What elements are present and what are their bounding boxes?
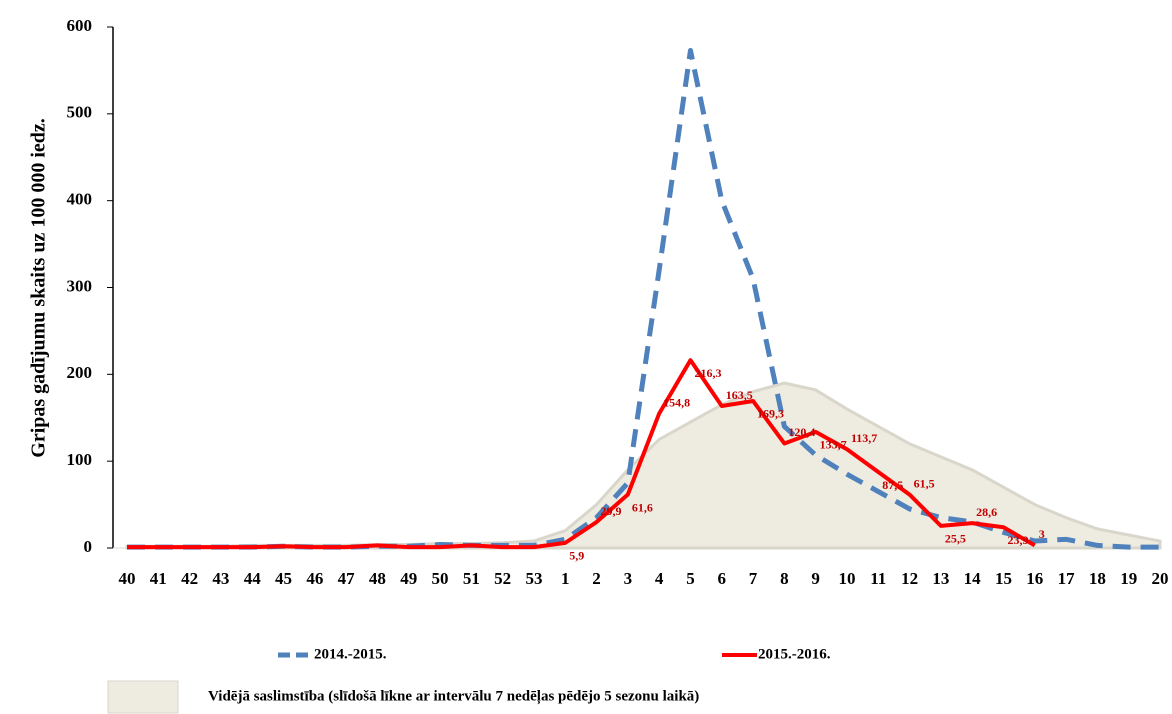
x-tick-label: 46: [306, 569, 323, 588]
value-label: 154,8: [663, 395, 690, 409]
value-label: 23,9: [1007, 533, 1028, 547]
value-label: 87,5: [882, 478, 903, 492]
x-tick-label: 6: [718, 569, 727, 588]
value-label: 25,5: [945, 532, 966, 546]
x-tick-label: 10: [838, 569, 855, 588]
y-tick-label: 400: [67, 190, 93, 209]
x-tick-label: 48: [369, 569, 386, 588]
x-tick-label: 2: [592, 569, 601, 588]
x-tick-label: 49: [400, 569, 417, 588]
x-tick-label: 44: [244, 569, 262, 588]
x-tick-label: 40: [119, 569, 136, 588]
value-label: 169,3: [757, 407, 784, 421]
y-tick-label: 500: [67, 103, 93, 122]
x-tick-label: 17: [1058, 569, 1076, 588]
x-tick-label: 8: [780, 569, 789, 588]
value-label: 61,6: [632, 500, 653, 514]
y-axis-label: Gripas gadījumu skaits uz 100 000 iedz.: [28, 118, 50, 457]
y-tick-label: 600: [67, 16, 93, 35]
value-label: 133,7: [820, 438, 847, 452]
x-tick-label: 13: [932, 569, 949, 588]
y-tick-label: 200: [67, 363, 93, 382]
value-label: 29,9: [601, 504, 622, 518]
x-tick-label: 16: [1026, 569, 1043, 588]
value-label: 113,7: [851, 431, 877, 445]
legend-label: 2015.-2016.: [758, 646, 831, 662]
x-tick-label: 43: [212, 569, 229, 588]
line: [127, 358, 1036, 550]
value-label: 163,5: [726, 388, 753, 402]
area: [125, 381, 1162, 550]
x-tick-label: 52: [494, 569, 511, 588]
x-tick-label: 5: [686, 569, 695, 588]
value-label: 5,9: [569, 549, 584, 563]
legend-label: Vidējā saslimstība (slīdošā līkne ar int…: [208, 688, 699, 704]
value-label: 216,3: [694, 366, 721, 380]
x-tick-label: 12: [901, 569, 918, 588]
y-tick-label: 300: [67, 276, 93, 295]
x-tick-label: 53: [525, 569, 542, 588]
x-tick-label: 3: [624, 569, 633, 588]
y-tick-label: 100: [67, 450, 93, 469]
value-label: 28,6: [976, 505, 997, 519]
x-tick-label: 47: [338, 569, 356, 588]
value-label: 120,4: [788, 425, 815, 439]
x-tick-label: 18: [1089, 569, 1106, 588]
x-tick-label: 14: [964, 569, 982, 588]
x-tick-label: 51: [463, 569, 480, 588]
x-tick-label: 11: [870, 569, 886, 588]
x-tick-label: 9: [811, 569, 820, 588]
legend-swatch: [107, 680, 179, 714]
x-tick-label: 50: [432, 569, 449, 588]
x-tick-label: 41: [150, 569, 167, 588]
value-label: 3: [1039, 527, 1045, 541]
x-tick-label: 45: [275, 569, 292, 588]
x-tick-label: 20: [1152, 569, 1169, 588]
value-label: 61,5: [914, 476, 935, 490]
x-tick-label: 42: [181, 569, 198, 588]
x-tick-label: 4: [655, 569, 664, 588]
x-tick-label: 1: [561, 569, 570, 588]
x-tick-label: 7: [749, 569, 758, 588]
legend-label: 2014.-2015.: [314, 646, 387, 662]
x-tick-label: 19: [1120, 569, 1137, 588]
x-tick-label: 15: [995, 569, 1012, 588]
y-tick-label: 0: [84, 537, 93, 556]
